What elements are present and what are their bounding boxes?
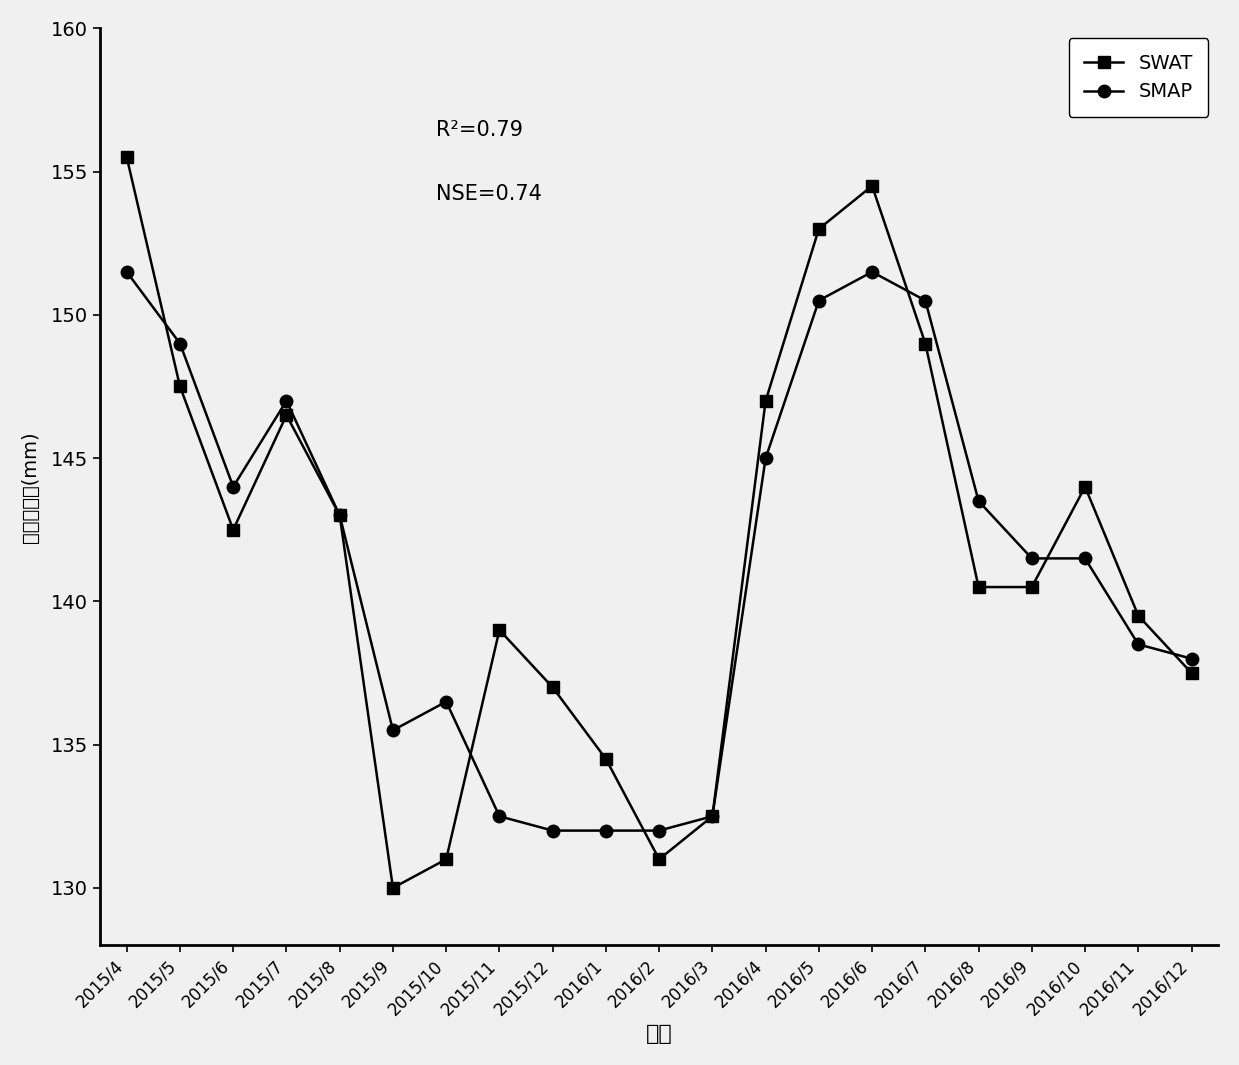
SMAP — [545, 824, 560, 837]
SMAP — [172, 338, 187, 350]
SMAP — [1184, 652, 1199, 665]
SMAP — [225, 480, 240, 493]
SMAP — [1078, 552, 1093, 564]
SWAT — [1184, 667, 1199, 679]
SMAP — [705, 809, 720, 822]
SWAT — [439, 853, 453, 866]
SWAT — [119, 151, 134, 164]
SWAT — [492, 624, 507, 637]
SWAT — [1131, 609, 1146, 622]
Line: SWAT: SWAT — [121, 151, 1197, 894]
Legend: SWAT, SMAP: SWAT, SMAP — [1068, 38, 1208, 117]
SMAP — [971, 495, 986, 508]
SMAP — [652, 824, 667, 837]
SWAT — [652, 853, 667, 866]
Text: R²=0.79: R²=0.79 — [436, 120, 523, 140]
SWAT — [545, 681, 560, 693]
Y-axis label: 土壤含水量(mm): 土壤含水量(mm) — [21, 431, 40, 542]
SWAT — [918, 338, 933, 350]
SWAT — [172, 380, 187, 393]
SMAP — [812, 294, 826, 307]
SWAT — [1078, 480, 1093, 493]
SMAP — [492, 809, 507, 822]
SMAP — [279, 394, 294, 407]
SMAP — [439, 695, 453, 708]
SMAP — [598, 824, 613, 837]
X-axis label: 日期: 日期 — [646, 1025, 673, 1044]
Line: SMAP: SMAP — [120, 265, 1198, 837]
SMAP — [865, 265, 880, 278]
SMAP — [119, 265, 134, 278]
SWAT — [385, 882, 400, 895]
SMAP — [1131, 638, 1146, 651]
SWAT — [812, 223, 826, 235]
SMAP — [1025, 552, 1040, 564]
SWAT — [279, 409, 294, 422]
SWAT — [225, 523, 240, 536]
SWAT — [865, 180, 880, 193]
SWAT — [971, 580, 986, 593]
SMAP — [385, 724, 400, 737]
SWAT — [332, 509, 347, 522]
SWAT — [1025, 580, 1040, 593]
SWAT — [705, 809, 720, 822]
SMAP — [332, 509, 347, 522]
SMAP — [918, 294, 933, 307]
SMAP — [758, 452, 773, 464]
SWAT — [598, 753, 613, 766]
Text: NSE=0.74: NSE=0.74 — [436, 184, 541, 204]
SWAT — [758, 394, 773, 407]
